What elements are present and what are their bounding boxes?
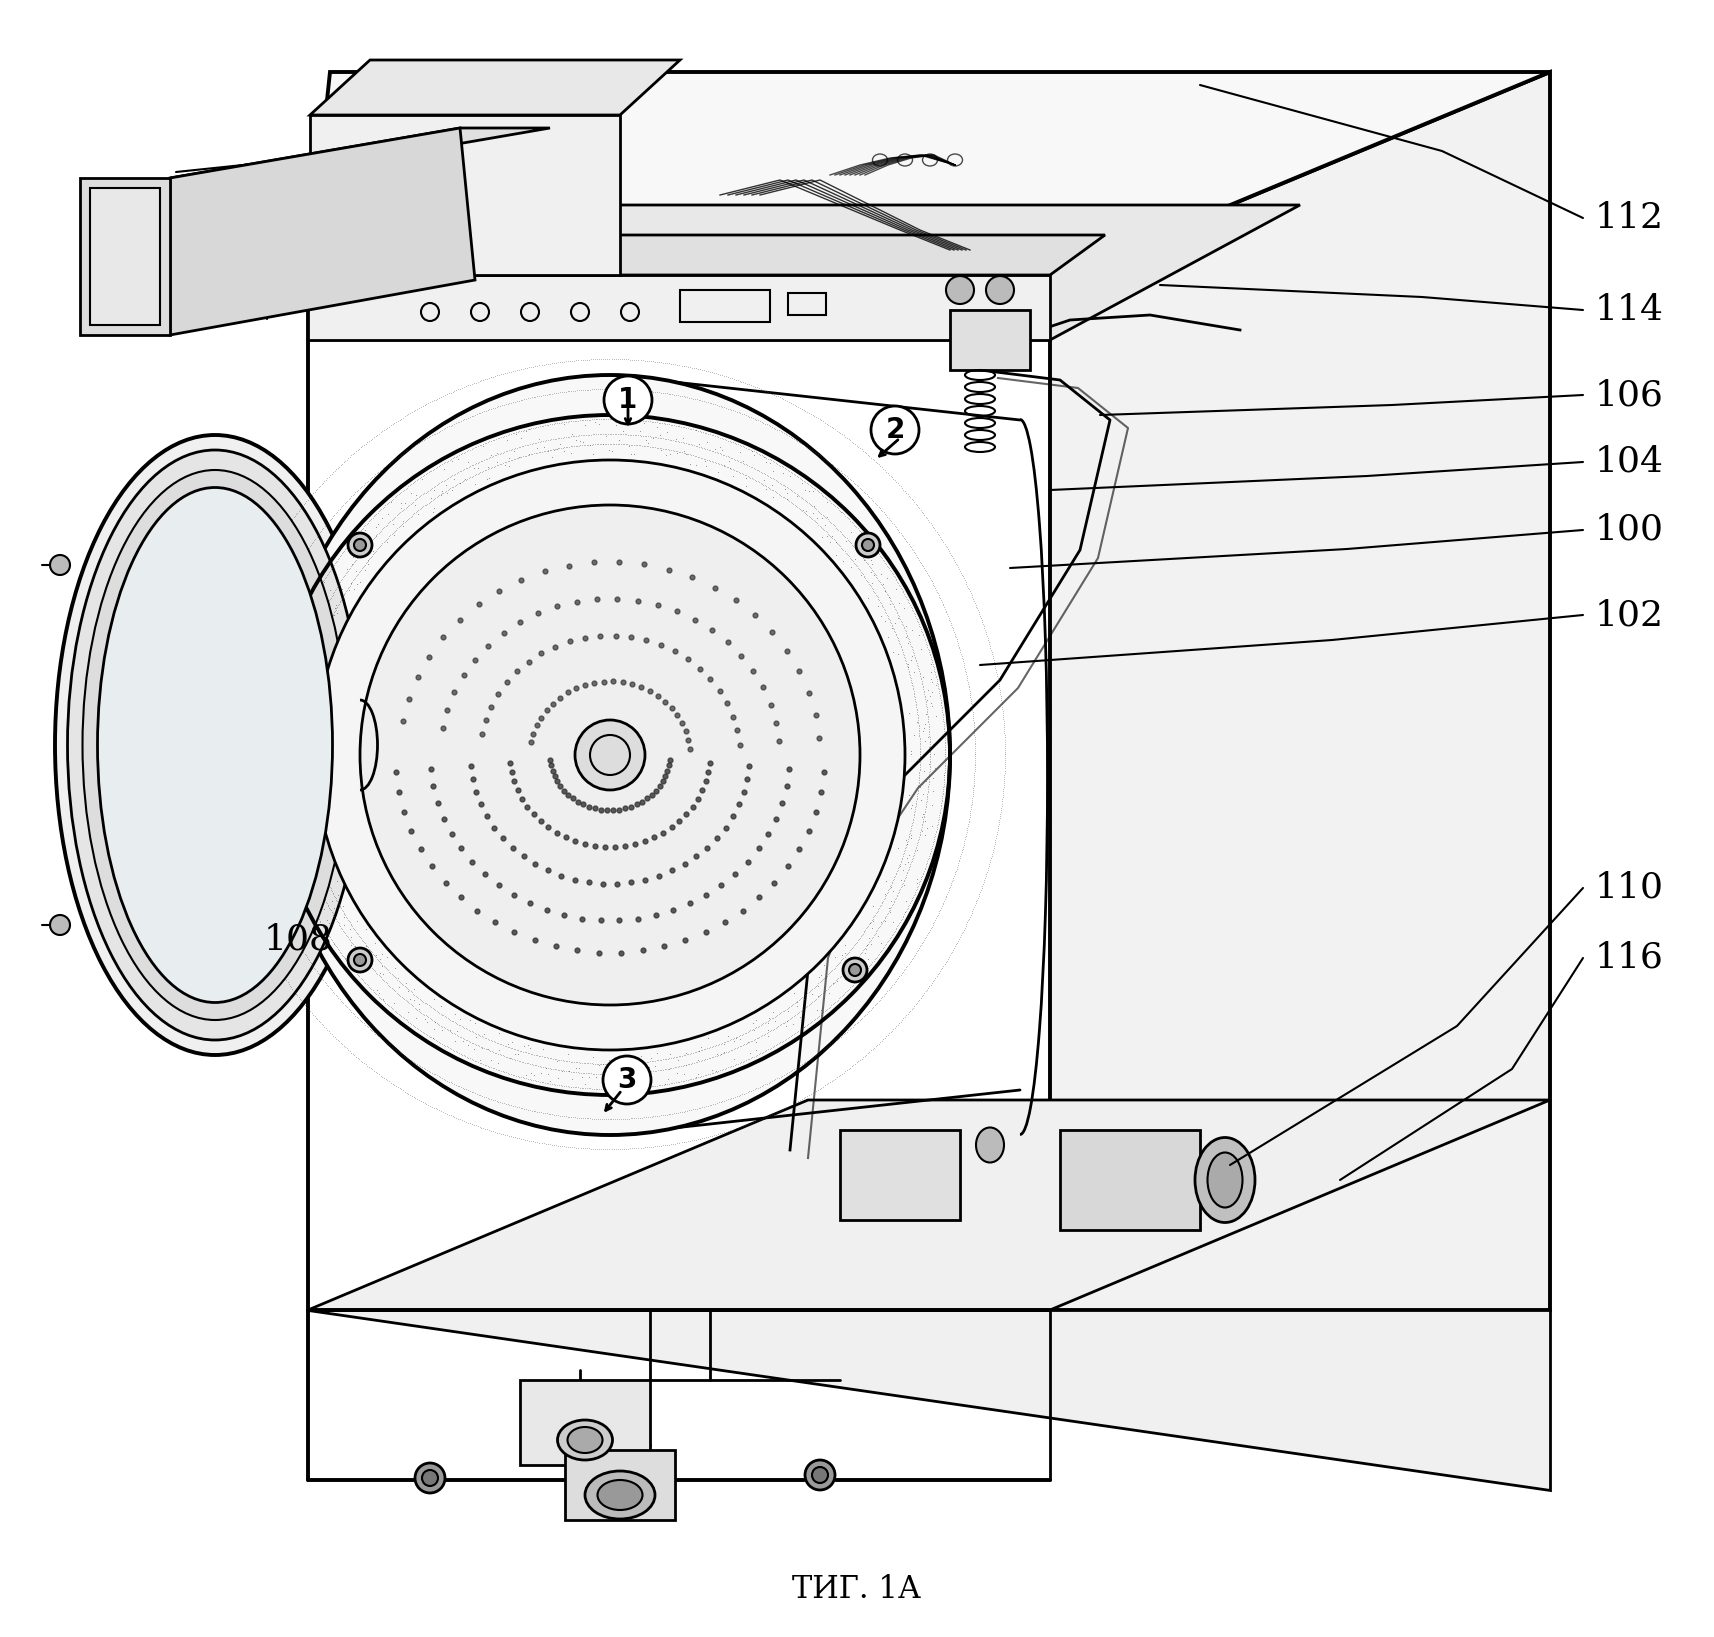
Circle shape	[353, 539, 365, 552]
Circle shape	[353, 954, 365, 966]
Circle shape	[574, 720, 644, 791]
Polygon shape	[309, 1100, 1549, 1310]
Circle shape	[946, 277, 974, 304]
Circle shape	[348, 534, 372, 557]
Text: 102: 102	[1594, 598, 1663, 632]
FancyBboxPatch shape	[564, 1450, 675, 1521]
Circle shape	[422, 1470, 437, 1486]
Ellipse shape	[596, 1480, 643, 1509]
Ellipse shape	[67, 450, 362, 1039]
Ellipse shape	[557, 1419, 612, 1460]
Polygon shape	[170, 128, 550, 178]
Text: 2: 2	[884, 416, 905, 444]
Circle shape	[50, 915, 70, 935]
Text: 106: 106	[1594, 378, 1663, 413]
FancyBboxPatch shape	[1059, 1130, 1200, 1229]
Circle shape	[871, 406, 919, 453]
Ellipse shape	[1207, 1152, 1241, 1208]
Text: 116: 116	[1594, 941, 1663, 976]
Ellipse shape	[98, 488, 333, 1002]
Circle shape	[843, 958, 867, 982]
Text: 104: 104	[1594, 445, 1663, 480]
Ellipse shape	[1195, 1138, 1255, 1223]
Polygon shape	[309, 205, 1299, 340]
Circle shape	[603, 377, 651, 424]
Circle shape	[50, 555, 70, 575]
Circle shape	[811, 1467, 828, 1483]
Polygon shape	[89, 188, 159, 326]
Circle shape	[862, 539, 874, 552]
Polygon shape	[950, 309, 1030, 370]
Text: 3: 3	[617, 1066, 636, 1094]
Circle shape	[855, 534, 879, 557]
Polygon shape	[81, 178, 170, 336]
Ellipse shape	[82, 470, 348, 1020]
Text: 1: 1	[619, 386, 638, 414]
Ellipse shape	[567, 1427, 602, 1454]
Polygon shape	[170, 128, 475, 336]
Text: ΤИГ. 1А: ΤИГ. 1А	[792, 1575, 920, 1606]
Text: 114: 114	[1594, 293, 1663, 327]
Circle shape	[848, 964, 860, 976]
Ellipse shape	[584, 1472, 655, 1519]
Circle shape	[415, 1463, 444, 1493]
Polygon shape	[309, 275, 1049, 340]
Ellipse shape	[975, 1128, 1003, 1162]
Circle shape	[804, 1460, 835, 1490]
Ellipse shape	[55, 435, 375, 1054]
Polygon shape	[309, 72, 1549, 280]
Ellipse shape	[360, 504, 859, 1005]
Ellipse shape	[269, 375, 950, 1134]
Ellipse shape	[315, 460, 905, 1049]
Circle shape	[603, 1056, 651, 1103]
Polygon shape	[310, 115, 620, 275]
Text: 112: 112	[1594, 201, 1663, 236]
Text: 108: 108	[264, 923, 333, 958]
Text: 100: 100	[1594, 512, 1663, 547]
Circle shape	[986, 277, 1013, 304]
Polygon shape	[309, 236, 1104, 275]
FancyBboxPatch shape	[840, 1130, 960, 1220]
Polygon shape	[1049, 72, 1549, 1310]
Polygon shape	[309, 1310, 1549, 1490]
Polygon shape	[310, 61, 680, 115]
FancyBboxPatch shape	[519, 1380, 650, 1465]
Circle shape	[348, 948, 372, 972]
Text: 110: 110	[1594, 871, 1663, 905]
